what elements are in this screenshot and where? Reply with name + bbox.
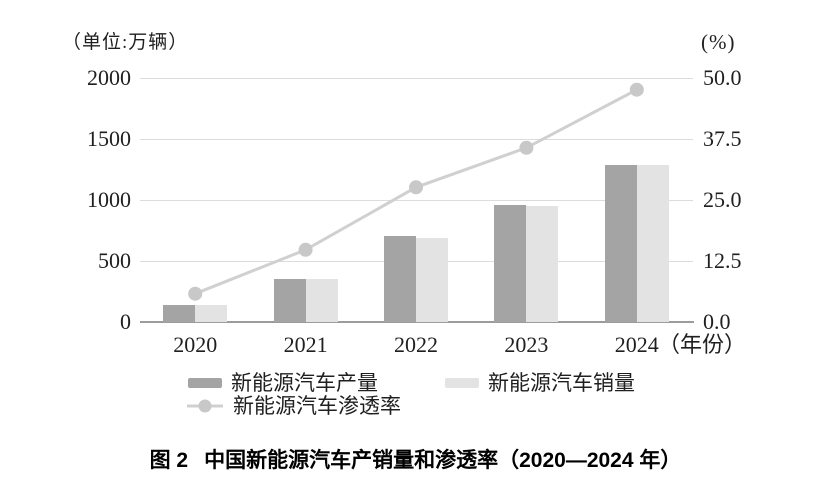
y-axis-left-tick-label: 1500	[87, 126, 131, 151]
right-axis-unit-label: (%)	[701, 30, 736, 54]
bar-production	[604, 164, 637, 322]
legend-production-label: 新能源汽车产量	[231, 371, 378, 395]
x-axis-unit-label: （年份）	[658, 332, 747, 357]
gridline	[140, 138, 693, 140]
y-axis-left-tick-label: 1000	[87, 187, 131, 212]
x-axis-tick-label: 2024	[614, 332, 659, 357]
y-axis-right-tick-label: 0.0	[703, 309, 731, 334]
y-axis-left-tick-label: 2000	[87, 65, 131, 90]
y-axis-right-tick-label: 50.0	[703, 65, 742, 90]
x-axis-tick-label: 2021	[283, 332, 328, 357]
bar-production	[273, 278, 306, 322]
y-axis-right-tick-label: 12.5	[703, 248, 742, 273]
bar-sales	[636, 164, 669, 322]
penetration-marker	[629, 82, 644, 97]
legend-item-production: 新能源汽车产量	[188, 371, 378, 395]
bar-production	[494, 205, 527, 322]
x-axis-tick-label: 2020	[173, 332, 218, 357]
x-axis-tick-label: 2023	[504, 332, 549, 357]
y-axis-left-tick-label: 500	[98, 248, 131, 273]
bar-sales	[305, 279, 338, 322]
penetration-marker	[298, 242, 313, 257]
figure-caption-number: 图 2	[149, 449, 189, 472]
y-axis-left-tick-label: 0	[120, 309, 131, 334]
x-axis-line	[140, 321, 694, 323]
bar-sales	[416, 237, 448, 322]
legend-item-sales: 新能源汽车销量	[445, 371, 635, 395]
penetration-line-swatch-icon	[187, 399, 223, 413]
legend-sales-label: 新能源汽车销量	[488, 371, 635, 395]
gridline	[140, 77, 693, 79]
left-axis-unit-label: （单位:万辆）	[62, 32, 189, 53]
penetration-marker	[519, 140, 534, 155]
legend-penetration-label: 新能源汽车渗透率	[233, 394, 401, 418]
bar-sales	[195, 305, 228, 322]
bar-sales	[526, 206, 559, 322]
sales-bar-swatch-icon	[445, 378, 479, 388]
penetration-marker	[188, 286, 203, 301]
legend-item-penetration: 新能源汽车渗透率	[186, 394, 401, 418]
figure-caption-title: 中国新能源汽车产销量和渗透率（2020—2024 年）	[204, 449, 682, 472]
figure-caption: 图 2 中国新能源汽车产销量和渗透率（2020—2024 年）	[0, 444, 831, 474]
y-axis-right-tick-label: 25.0	[703, 187, 742, 212]
y-axis-right-tick-label: 37.5	[703, 126, 742, 151]
bar-production	[384, 235, 416, 322]
bar-production	[163, 305, 196, 322]
x-axis-tick-label: 2022	[394, 332, 438, 357]
penetration-marker	[409, 180, 423, 195]
production-bar-swatch-icon	[188, 378, 222, 388]
